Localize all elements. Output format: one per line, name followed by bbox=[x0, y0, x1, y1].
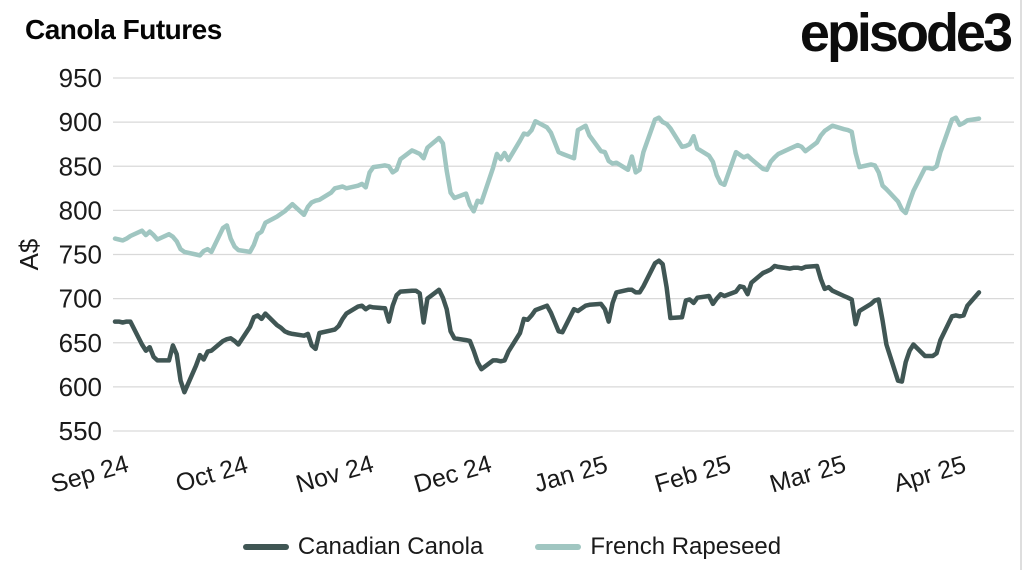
y-tick-label-850: 850 bbox=[59, 151, 102, 181]
y-tick-label-950: 950 bbox=[59, 63, 102, 93]
x-tick-label-sep-24: Sep 24 bbox=[48, 450, 132, 499]
x-tick-label-jan-25: Jan 25 bbox=[531, 451, 611, 499]
y-tick-label-750: 750 bbox=[59, 240, 102, 270]
legend-item-canadian-canola: Canadian Canola bbox=[242, 533, 484, 561]
y-tick-label-700: 700 bbox=[59, 284, 102, 314]
x-tick-label-apr-25: Apr 25 bbox=[891, 451, 970, 498]
chart-legend: Canadian Canola French Rapeseed bbox=[0, 533, 1024, 561]
canadian-canola-line bbox=[112, 258, 982, 395]
canadian-canola-line-swatch bbox=[242, 544, 289, 550]
french-rapeseed-line bbox=[112, 115, 982, 258]
y-axis-label: A$ bbox=[14, 238, 44, 270]
y-tick-label-550: 550 bbox=[59, 416, 102, 446]
legend-label-french-rapeseed: French Rapeseed bbox=[590, 533, 782, 560]
episode3-logo: episode3 bbox=[799, 3, 1013, 63]
x-tick-label-oct-24: Oct 24 bbox=[173, 451, 252, 498]
page-title: Canola Futures bbox=[25, 14, 222, 45]
canola-futures-line-chart: 550 600 650 700 750 800 850 900 950 A$ Sep 24 Oct 2… bbox=[14, 63, 1014, 499]
page-scrollbar[interactable] bbox=[1020, 0, 1022, 570]
y-tick-label-800: 800 bbox=[59, 195, 102, 225]
legend-item-french-rapeseed: French Rapeseed bbox=[535, 533, 781, 561]
y-tick-label-600: 600 bbox=[59, 372, 102, 402]
y-tick-label-650: 650 bbox=[59, 328, 102, 358]
x-tick-label-dec-24: Dec 24 bbox=[411, 450, 495, 499]
french-rapeseed-line-swatch bbox=[535, 544, 582, 550]
x-tick-label-feb-25: Feb 25 bbox=[652, 450, 735, 498]
y-tick-label-900: 900 bbox=[59, 107, 102, 137]
legend-label-canadian-canola: Canadian Canola bbox=[297, 533, 484, 560]
x-tick-label-mar-25: Mar 25 bbox=[767, 450, 850, 498]
x-tick-label-nov-24: Nov 24 bbox=[293, 450, 377, 499]
